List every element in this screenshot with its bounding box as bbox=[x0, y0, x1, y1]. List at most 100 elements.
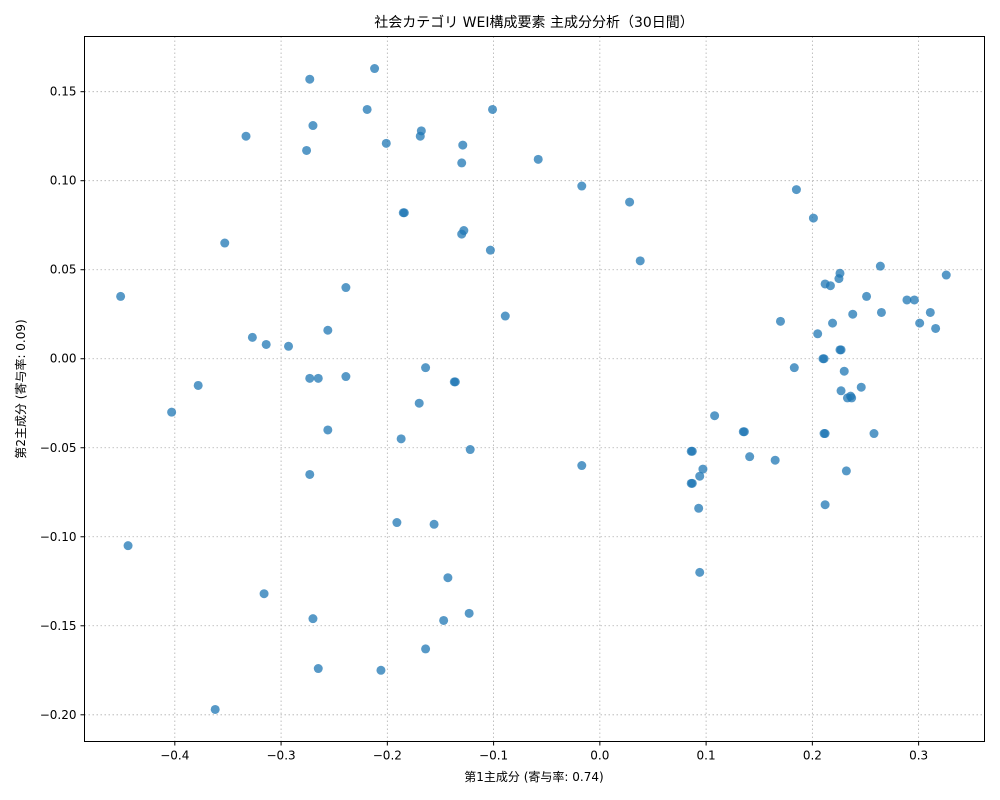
y-axis-ticks: −0.20 −0.15 −0.10 −0.05 0.00 0.05 0.10 0.15 bbox=[40, 85, 85, 722]
data-point bbox=[396, 434, 406, 444]
data-point bbox=[392, 518, 402, 528]
data-point bbox=[323, 325, 333, 335]
data-point bbox=[813, 329, 823, 339]
data-point bbox=[931, 323, 941, 333]
data-point bbox=[323, 425, 333, 435]
data-point bbox=[167, 407, 177, 417]
data-point bbox=[846, 391, 856, 401]
data-point bbox=[241, 131, 251, 141]
data-point bbox=[457, 158, 467, 168]
data-point bbox=[421, 363, 431, 373]
data-point bbox=[313, 373, 323, 383]
data-point bbox=[941, 270, 951, 280]
data-point bbox=[220, 238, 230, 248]
data-point bbox=[381, 138, 391, 148]
data-point bbox=[457, 229, 467, 239]
data-point bbox=[465, 445, 475, 455]
data-point bbox=[745, 452, 755, 462]
data-point bbox=[848, 309, 858, 319]
data-point bbox=[694, 503, 704, 513]
data-point bbox=[414, 398, 424, 408]
data-point bbox=[500, 311, 510, 321]
data-point bbox=[305, 373, 315, 383]
data-point bbox=[415, 131, 425, 141]
data-point bbox=[820, 500, 830, 510]
y-tick-label: 0.05 bbox=[50, 263, 77, 277]
x-tick-label: 0.3 bbox=[909, 749, 928, 763]
data-point bbox=[210, 704, 220, 714]
data-point bbox=[686, 446, 696, 456]
data-point bbox=[429, 519, 439, 529]
data-point bbox=[909, 295, 919, 305]
y-tick-label: 0.15 bbox=[50, 85, 77, 99]
x-tick-label: −0.4 bbox=[160, 749, 189, 763]
x-tick-label: 0.1 bbox=[697, 749, 716, 763]
data-point bbox=[443, 573, 453, 583]
data-point bbox=[305, 74, 315, 84]
data-point bbox=[533, 154, 543, 164]
data-point bbox=[710, 411, 720, 421]
data-point bbox=[362, 104, 372, 114]
data-point bbox=[577, 181, 587, 191]
data-point bbox=[450, 377, 460, 387]
data-point bbox=[341, 283, 351, 293]
data-point bbox=[485, 245, 495, 255]
data-point bbox=[869, 429, 879, 439]
data-point bbox=[925, 307, 935, 317]
data-point bbox=[841, 466, 851, 476]
data-point bbox=[193, 380, 203, 390]
x-tick-label: 0.0 bbox=[590, 749, 609, 763]
data-point bbox=[577, 461, 587, 471]
data-point bbox=[791, 185, 801, 195]
y-tick-label: −0.15 bbox=[40, 619, 77, 633]
data-point bbox=[341, 372, 351, 382]
data-point bbox=[834, 274, 844, 284]
data-point bbox=[839, 366, 849, 376]
chart-title: 社会カテゴリ WEI構成要素 主成分分析（30日間） bbox=[374, 14, 694, 31]
data-point bbox=[308, 121, 318, 131]
data-point bbox=[439, 615, 449, 625]
x-tick-label: −0.3 bbox=[267, 749, 296, 763]
data-point bbox=[915, 318, 925, 328]
data-point bbox=[695, 567, 705, 577]
data-point bbox=[876, 307, 886, 317]
data-point bbox=[775, 316, 785, 326]
plot-area-frame bbox=[84, 36, 985, 742]
data-point bbox=[376, 665, 386, 675]
data-point bbox=[808, 213, 818, 223]
data-point bbox=[313, 664, 323, 674]
y-tick-label: 0.00 bbox=[50, 352, 77, 366]
y-tick-label: −0.20 bbox=[40, 708, 77, 722]
y-tick-label: −0.10 bbox=[40, 530, 77, 544]
y-tick-label: −0.05 bbox=[40, 441, 77, 455]
x-tick-label: −0.2 bbox=[373, 749, 402, 763]
data-point bbox=[695, 471, 705, 481]
data-point bbox=[398, 208, 408, 218]
data-point bbox=[247, 332, 257, 342]
data-point bbox=[836, 345, 846, 355]
data-point bbox=[625, 197, 635, 207]
x-axis-title: 第1主成分 (寄与率: 0.74) bbox=[464, 769, 603, 784]
data-point bbox=[875, 261, 885, 271]
data-point bbox=[698, 464, 708, 474]
data-point bbox=[302, 145, 312, 155]
data-point bbox=[261, 339, 271, 349]
data-point bbox=[259, 589, 269, 599]
data-point bbox=[862, 291, 872, 301]
data-point bbox=[284, 341, 294, 351]
data-point bbox=[820, 429, 830, 439]
scatter-points bbox=[116, 64, 951, 714]
data-point bbox=[635, 256, 645, 266]
y-axis-title: 第2主成分 (寄与率: 0.09) bbox=[13, 319, 28, 458]
data-point bbox=[902, 295, 912, 305]
x-tick-label: −0.1 bbox=[479, 749, 508, 763]
grid-lines bbox=[84, 36, 985, 742]
x-axis-ticks: −0.4 −0.3 −0.2 −0.1 0.0 0.1 0.2 0.3 bbox=[160, 741, 928, 763]
y-tick-label: 0.10 bbox=[50, 174, 77, 188]
x-tick-label: 0.2 bbox=[803, 749, 822, 763]
data-point bbox=[686, 478, 696, 488]
data-point bbox=[825, 281, 835, 291]
data-point bbox=[836, 386, 846, 396]
data-point bbox=[116, 291, 126, 301]
